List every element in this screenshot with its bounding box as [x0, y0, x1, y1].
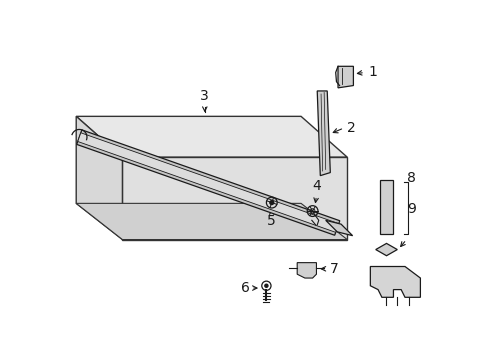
Circle shape: [264, 284, 267, 287]
Polygon shape: [337, 66, 353, 88]
Text: 9: 9: [407, 202, 415, 216]
Polygon shape: [369, 266, 420, 297]
Circle shape: [269, 201, 273, 204]
Text: 6: 6: [240, 281, 249, 295]
Polygon shape: [317, 91, 329, 176]
Polygon shape: [297, 263, 316, 278]
Text: 5: 5: [267, 214, 276, 228]
Polygon shape: [76, 116, 346, 157]
Polygon shape: [375, 243, 396, 256]
Polygon shape: [325, 220, 352, 236]
Polygon shape: [122, 157, 346, 239]
Text: 3: 3: [200, 89, 209, 103]
Bar: [380, 180, 392, 234]
Text: 7: 7: [329, 262, 338, 276]
Text: 2: 2: [346, 121, 355, 135]
Polygon shape: [76, 203, 346, 239]
Text: 8: 8: [407, 171, 415, 185]
Polygon shape: [77, 130, 339, 235]
Polygon shape: [78, 133, 338, 232]
Text: 4: 4: [311, 179, 320, 193]
Text: 1: 1: [367, 66, 376, 80]
Polygon shape: [76, 116, 122, 239]
